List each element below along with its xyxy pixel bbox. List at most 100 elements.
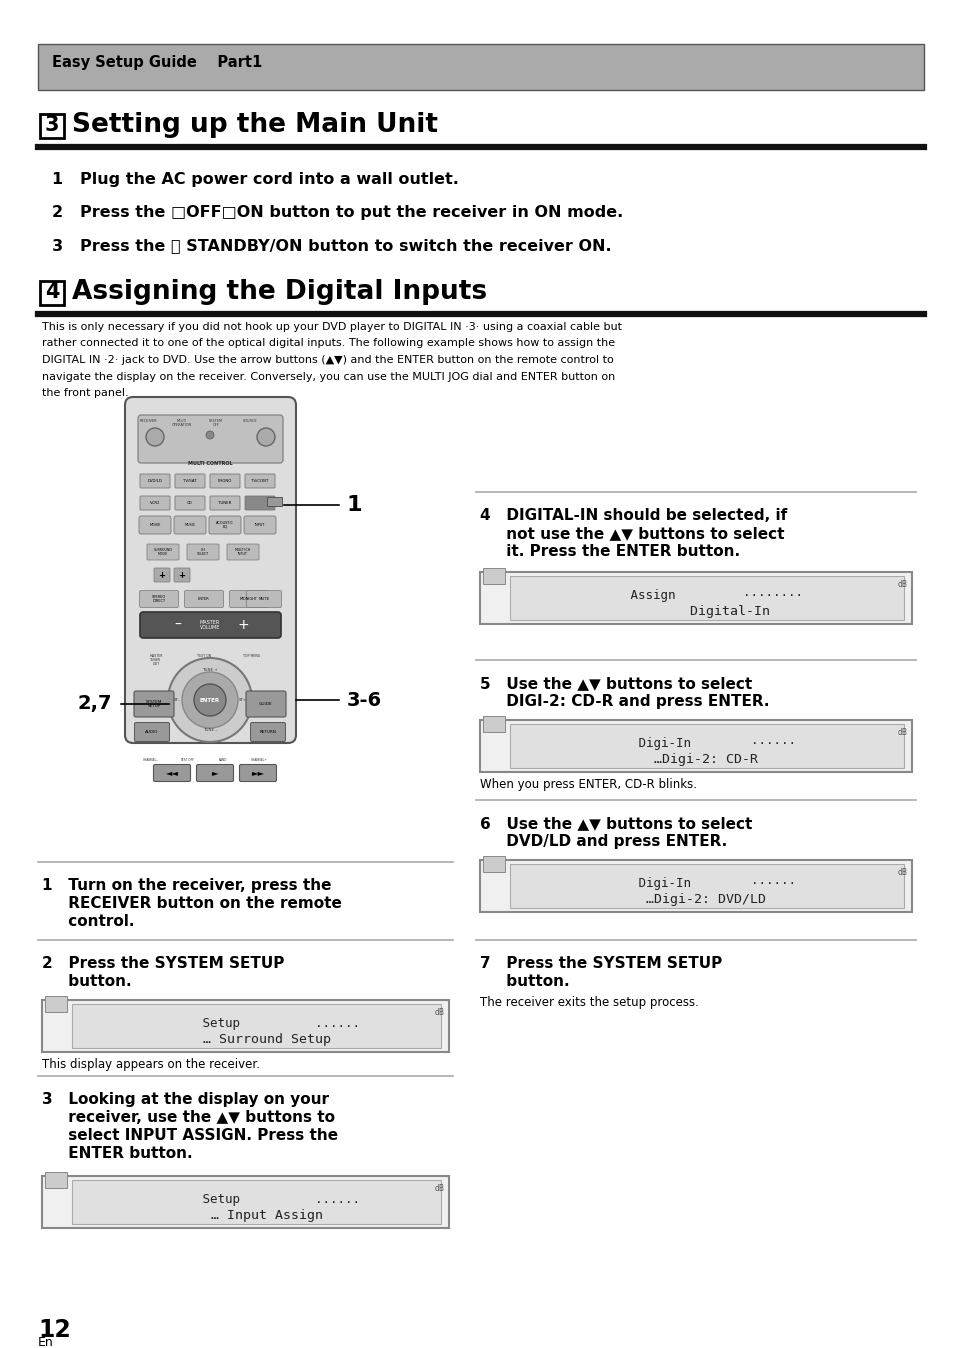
Text: When you press ENTER, CD-R blinks.: When you press ENTER, CD-R blinks. <box>479 778 697 791</box>
Circle shape <box>193 683 226 716</box>
Text: DVD/LD and press ENTER.: DVD/LD and press ENTER. <box>479 834 726 849</box>
Text: MULTI CH
INPUT: MULTI CH INPUT <box>235 549 251 555</box>
Text: ►: ► <box>212 768 218 778</box>
Text: 1   Plug the AC power cord into a wall outlet.: 1 Plug the AC power cord into a wall out… <box>52 173 458 187</box>
FancyBboxPatch shape <box>147 545 179 559</box>
Circle shape <box>256 429 274 446</box>
Text: 5   Use the ▲▼ buttons to select: 5 Use the ▲▼ buttons to select <box>479 675 752 692</box>
FancyBboxPatch shape <box>196 764 233 782</box>
Text: RECEIVER: RECEIVER <box>139 419 156 423</box>
Bar <box>482 716 504 732</box>
FancyBboxPatch shape <box>239 764 276 782</box>
Text: CHANNEL+: CHANNEL+ <box>251 758 267 762</box>
Text: 3   Press the ⏻ STANDBY/ON button to switch the receiver ON.: 3 Press the ⏻ STANDBY/ON button to switc… <box>52 239 611 253</box>
Text: dB: dB <box>897 580 907 589</box>
Text: ►►: ►► <box>252 768 264 778</box>
Text: MOVIE: MOVIE <box>150 523 160 527</box>
Text: VCR2: VCR2 <box>150 501 160 506</box>
Text: +: + <box>237 617 249 632</box>
FancyBboxPatch shape <box>133 692 173 717</box>
Text: button.: button. <box>479 975 569 989</box>
Text: MULTI CONTROL: MULTI CONTROL <box>188 461 233 466</box>
Text: select INPUT ASSIGN. Press the: select INPUT ASSIGN. Press the <box>42 1128 337 1143</box>
Text: 1: 1 <box>347 495 362 515</box>
FancyBboxPatch shape <box>139 590 178 608</box>
FancyBboxPatch shape <box>140 612 281 638</box>
Circle shape <box>206 431 213 439</box>
Bar <box>479 860 911 913</box>
Bar <box>479 572 911 624</box>
Text: dB: dB <box>435 1184 444 1193</box>
Text: it. Press the ENTER button.: it. Press the ENTER button. <box>479 545 740 559</box>
Text: AUDIO: AUDIO <box>145 731 158 735</box>
Text: En: En <box>38 1336 53 1348</box>
Text: 12: 12 <box>38 1318 71 1343</box>
FancyBboxPatch shape <box>40 280 64 305</box>
Text: MASTER
VOLUME: MASTER VOLUME <box>199 620 220 631</box>
Text: … Surround Setup: … Surround Setup <box>179 1034 331 1046</box>
FancyBboxPatch shape <box>209 516 241 534</box>
Text: STEREO
DIRECT: STEREO DIRECT <box>152 594 166 603</box>
Text: +: + <box>178 570 185 580</box>
Text: CH
SELECT: CH SELECT <box>196 549 209 555</box>
Text: DIGI-2: CD-R and press ENTER.: DIGI-2: CD-R and press ENTER. <box>479 694 769 709</box>
Text: GUIDE: GUIDE <box>259 702 273 706</box>
Text: Assigning the Digital Inputs: Assigning the Digital Inputs <box>71 279 487 305</box>
FancyBboxPatch shape <box>246 590 281 608</box>
Text: MULTI
OPERATION: MULTI OPERATION <box>172 419 192 427</box>
FancyBboxPatch shape <box>174 474 205 488</box>
Text: TUNER: TUNER <box>218 501 232 506</box>
Text: 4: 4 <box>45 282 59 302</box>
FancyBboxPatch shape <box>138 415 283 462</box>
Text: control.: control. <box>42 914 134 929</box>
FancyBboxPatch shape <box>245 496 274 510</box>
Text: ST–: ST– <box>173 698 180 702</box>
FancyBboxPatch shape <box>210 474 240 488</box>
Text: 7   Press the SYSTEM SETUP: 7 Press the SYSTEM SETUP <box>479 956 721 971</box>
Bar <box>45 996 67 1012</box>
Text: 3-6: 3-6 <box>347 690 382 709</box>
Bar <box>38 44 923 90</box>
Text: 6   Use the ▲▼ buttons to select: 6 Use the ▲▼ buttons to select <box>479 816 752 830</box>
FancyBboxPatch shape <box>244 516 275 534</box>
Text: TEST OFF: TEST OFF <box>180 758 193 762</box>
Text: TOP MENU: TOP MENU <box>243 654 260 658</box>
Text: 1   Turn on the receiver, press the: 1 Turn on the receiver, press the <box>42 878 331 892</box>
Text: CHANNEL–: CHANNEL– <box>143 758 159 762</box>
Text: INPUT: INPUT <box>254 523 265 527</box>
Bar <box>71 1004 440 1047</box>
Text: ENTER button.: ENTER button. <box>42 1146 193 1161</box>
Text: ◄◄: ◄◄ <box>165 768 178 778</box>
Text: 2   Press the □OFF□ON button to put the receiver in ON mode.: 2 Press the □OFF□ON button to put the re… <box>52 205 622 220</box>
Text: RETURN: RETURN <box>259 731 276 735</box>
FancyBboxPatch shape <box>153 764 191 782</box>
FancyBboxPatch shape <box>134 723 170 741</box>
Text: Digi-In        ······: Digi-In ······ <box>616 876 795 890</box>
FancyBboxPatch shape <box>210 496 240 510</box>
Text: DIGITAL IN ·2· jack to DVD. Use the arrow buttons (▲▼) and the ENTER button on t: DIGITAL IN ·2· jack to DVD. Use the arro… <box>42 355 613 365</box>
Text: ST+: ST+ <box>238 698 247 702</box>
Bar <box>510 864 903 909</box>
Text: ENTER: ENTER <box>198 597 210 601</box>
Bar <box>42 1000 449 1051</box>
FancyBboxPatch shape <box>227 545 258 559</box>
Text: ACOUSTIC
EQ: ACOUSTIC EQ <box>215 520 233 528</box>
Text: dB: dB <box>897 868 907 878</box>
Text: –: – <box>174 617 181 632</box>
Text: Setting up the Main Unit: Setting up the Main Unit <box>71 112 437 137</box>
Text: MUTE: MUTE <box>258 597 270 601</box>
FancyBboxPatch shape <box>173 568 190 582</box>
Text: …Digi-2: CD-R: …Digi-2: CD-R <box>654 754 758 767</box>
Text: Easy Setup Guide    Part1: Easy Setup Guide Part1 <box>52 55 262 70</box>
Circle shape <box>146 429 164 446</box>
Text: SOURCE: SOURCE <box>242 419 257 423</box>
Text: RECEIVER button on the remote: RECEIVER button on the remote <box>42 896 341 911</box>
Text: 4   DIGITAL-IN should be selected, if: 4 DIGITAL-IN should be selected, if <box>479 508 786 523</box>
FancyBboxPatch shape <box>40 115 64 137</box>
Text: Digi-In        ······: Digi-In ······ <box>616 736 795 749</box>
Text: receiver, use the ▲▼ buttons to: receiver, use the ▲▼ buttons to <box>42 1109 335 1126</box>
FancyBboxPatch shape <box>125 398 295 743</box>
Text: BAND: BAND <box>218 758 227 762</box>
Text: 3   Looking at the display on your: 3 Looking at the display on your <box>42 1092 329 1107</box>
FancyBboxPatch shape <box>267 497 282 507</box>
